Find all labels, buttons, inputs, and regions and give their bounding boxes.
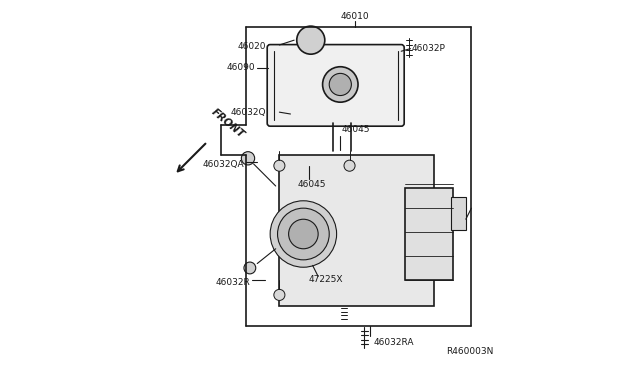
Text: 46010: 46010 bbox=[340, 12, 369, 22]
Text: 46032P: 46032P bbox=[412, 44, 445, 53]
Bar bbox=[405, 188, 453, 280]
Text: FRONT: FRONT bbox=[209, 107, 246, 140]
Circle shape bbox=[323, 67, 358, 102]
Text: 47225X: 47225X bbox=[308, 275, 342, 283]
Text: 46090: 46090 bbox=[227, 63, 255, 72]
Circle shape bbox=[270, 201, 337, 267]
Text: 46032R: 46032R bbox=[215, 278, 250, 287]
Circle shape bbox=[289, 219, 318, 249]
Circle shape bbox=[344, 160, 355, 171]
Circle shape bbox=[274, 289, 285, 301]
Circle shape bbox=[241, 152, 255, 165]
FancyBboxPatch shape bbox=[268, 45, 404, 126]
Text: 46020: 46020 bbox=[238, 42, 266, 51]
Text: 46032QA: 46032QA bbox=[203, 160, 244, 169]
Circle shape bbox=[274, 160, 285, 171]
Text: 46032RA: 46032RA bbox=[374, 339, 414, 347]
Text: R460003N: R460003N bbox=[446, 347, 493, 356]
Circle shape bbox=[297, 26, 324, 54]
Circle shape bbox=[329, 73, 351, 96]
Circle shape bbox=[278, 208, 329, 260]
Circle shape bbox=[244, 262, 256, 274]
Text: 46032Q: 46032Q bbox=[231, 108, 266, 117]
Bar bbox=[280, 155, 435, 306]
Text: 46045: 46045 bbox=[341, 125, 370, 134]
Bar bbox=[451, 197, 466, 230]
Text: 46045: 46045 bbox=[298, 180, 326, 189]
